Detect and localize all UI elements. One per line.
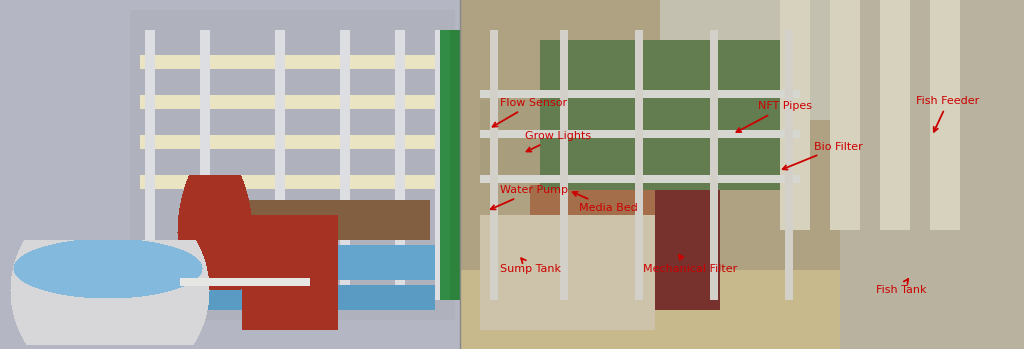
Text: NFT Pipes: NFT Pipes bbox=[736, 102, 812, 132]
Text: Flow Sensor: Flow Sensor bbox=[493, 98, 567, 127]
Text: Sump Tank: Sump Tank bbox=[500, 258, 561, 274]
Text: Fish Tank: Fish Tank bbox=[876, 279, 926, 295]
Text: Bio Filter: Bio Filter bbox=[782, 142, 863, 170]
Text: Water Pump: Water Pump bbox=[490, 185, 567, 209]
Text: Grow Lights: Grow Lights bbox=[525, 131, 592, 151]
Text: Fish Feeder: Fish Feeder bbox=[916, 96, 980, 132]
Text: Mechanical Filter: Mechanical Filter bbox=[643, 255, 737, 274]
Text: Media Bed: Media Bed bbox=[572, 192, 637, 213]
